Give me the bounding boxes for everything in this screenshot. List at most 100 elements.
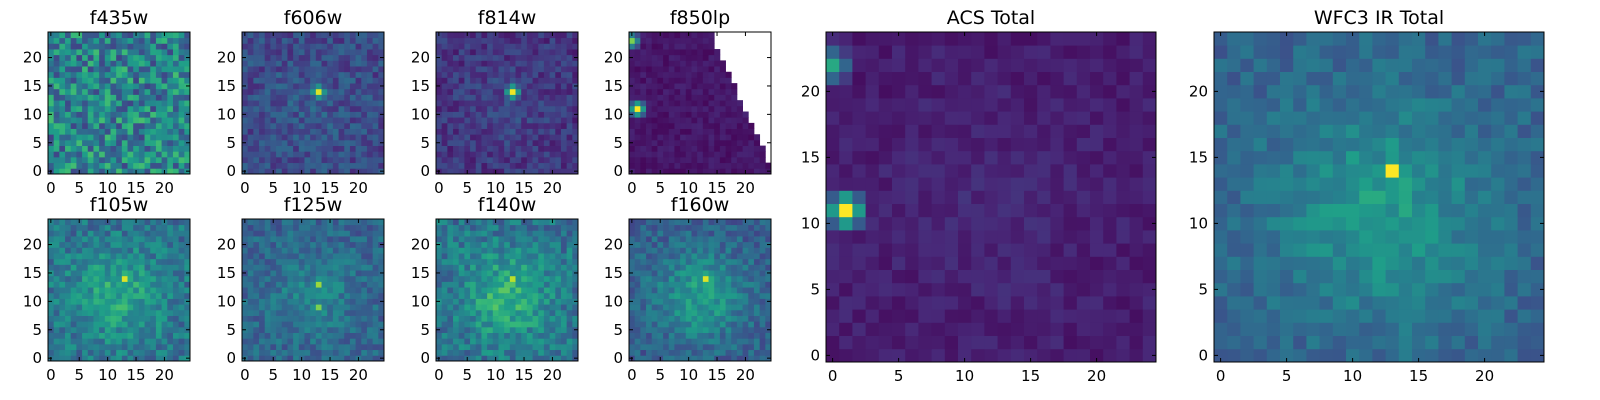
heatmap-cell — [247, 258, 254, 265]
heatmap-cell — [167, 292, 174, 299]
heatmap-cell — [725, 309, 732, 316]
heatmap-cell — [702, 77, 709, 84]
heatmap-cell — [178, 219, 185, 226]
heatmap-cell — [680, 77, 687, 84]
heatmap-cell — [470, 236, 477, 243]
heatmap-cell — [685, 343, 692, 351]
heatmap-cell — [498, 134, 505, 141]
heatmap-cell — [464, 88, 471, 95]
heatmap-cell — [378, 287, 385, 294]
heatmap-cell — [464, 54, 471, 61]
heatmap-cell — [674, 264, 681, 271]
heatmap-cell — [543, 236, 550, 243]
heatmap-cell — [447, 43, 454, 50]
heatmap-cell — [668, 355, 675, 362]
heatmap-cell — [366, 151, 374, 158]
heatmap-cell — [492, 224, 499, 231]
heatmap-cell — [110, 49, 117, 56]
heatmap-cell — [572, 145, 579, 152]
heatmap-cell — [298, 139, 305, 146]
heatmap-cell — [110, 292, 117, 299]
heatmap-cell — [526, 134, 533, 141]
heatmap-cell — [82, 241, 89, 248]
heatmap-cell — [315, 224, 322, 231]
heatmap-cell — [59, 247, 66, 254]
heatmap-cell — [247, 355, 254, 362]
heatmap-cell — [70, 253, 77, 260]
heatmap-cell — [332, 281, 339, 288]
heatmap-cell — [731, 111, 738, 118]
heatmap-cell — [264, 270, 271, 277]
heatmap-cell — [138, 326, 145, 333]
heatmap-cell — [509, 349, 516, 356]
heatmap-cell — [298, 49, 305, 56]
heatmap-cell — [555, 94, 562, 101]
heatmap-cell — [87, 94, 94, 101]
heatmap-cell — [509, 304, 516, 311]
heatmap-cell — [708, 162, 715, 169]
heatmap-cell — [355, 151, 362, 158]
heatmap-cell — [321, 258, 328, 265]
heatmap-cell — [65, 224, 72, 231]
heatmap-cell — [674, 117, 681, 124]
heatmap-cell — [748, 270, 755, 277]
heatmap-cell — [560, 343, 568, 351]
heatmap-cell — [441, 321, 448, 328]
heatmap-cell — [82, 83, 89, 90]
heatmap-cell — [150, 71, 157, 78]
heatmap-cell — [453, 100, 460, 107]
heatmap-cell — [76, 139, 83, 146]
heatmap-cell — [161, 241, 168, 248]
heatmap-cell — [298, 37, 305, 44]
x-tick-label: 5 — [462, 366, 472, 384]
heatmap-cell — [725, 275, 732, 282]
heatmap-cell — [543, 304, 550, 311]
heatmap-cell — [53, 309, 60, 316]
heatmap-cell — [742, 253, 749, 260]
heatmap-cell — [515, 83, 522, 90]
axes-frame — [241, 31, 385, 175]
heatmap-cell — [138, 281, 145, 288]
heatmap-cells — [629, 219, 772, 362]
heatmap-cell — [87, 156, 94, 164]
heatmap-cell — [504, 43, 511, 50]
heatmap-cell — [646, 309, 653, 316]
heatmap-cell — [719, 151, 726, 158]
heatmap-cell — [293, 94, 300, 101]
heatmap-cell — [526, 145, 533, 152]
heatmap-cell — [646, 281, 653, 288]
x-tick-label: 15 — [126, 179, 145, 197]
heatmap-cell — [470, 100, 477, 107]
heatmap-cell — [59, 355, 66, 362]
heatmap-cell — [685, 332, 692, 339]
heatmap-cell — [133, 60, 140, 67]
heatmap-cell — [714, 139, 721, 146]
heatmap-cell — [748, 275, 755, 282]
heatmap-cell — [321, 83, 328, 90]
heatmap-cell — [293, 270, 300, 277]
heatmap-cell — [487, 292, 494, 299]
heatmap-cell — [555, 270, 562, 277]
heatmap-cell — [150, 54, 157, 61]
heatmap-cell — [441, 100, 448, 107]
heatmap-cell — [629, 315, 636, 322]
heatmap-cell — [65, 32, 72, 39]
heatmap-cell — [172, 156, 180, 164]
heatmap-cell — [526, 49, 533, 56]
heatmap-cell — [714, 292, 721, 299]
heatmap-cell — [538, 111, 545, 118]
heatmap-cell — [172, 275, 180, 282]
heatmap-cell — [543, 298, 550, 305]
heatmap-cell — [161, 349, 168, 356]
heatmap-cell — [509, 111, 516, 118]
heatmap-cell — [742, 275, 749, 282]
heatmap-cell — [663, 247, 670, 254]
heatmap-cell — [178, 338, 185, 345]
x-tick-label: 0 — [46, 179, 56, 197]
heatmap-cell — [99, 343, 106, 351]
heatmap-cell — [270, 275, 277, 282]
heatmap-cell — [93, 122, 100, 129]
heatmap-cell — [657, 111, 664, 118]
heatmap-cell — [657, 100, 664, 107]
heatmap-cell — [48, 258, 55, 265]
